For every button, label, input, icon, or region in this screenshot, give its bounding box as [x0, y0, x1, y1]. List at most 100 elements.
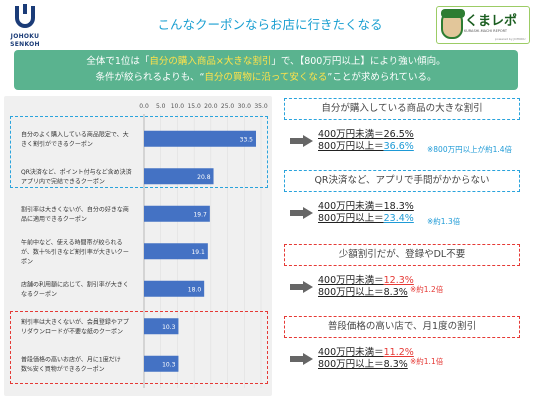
low-income-label: 400万円未満＝ [318, 347, 384, 358]
ratio-note: ※約1.3倍 [427, 217, 461, 226]
low-income-value: 12.3% [383, 275, 414, 286]
category-label: 品に適用できるクーポン [21, 215, 87, 223]
summary-line1-highlight: 自分の購入商品×大きな割引 [149, 56, 272, 67]
logo-mark-icon [15, 4, 35, 28]
low-income-line: 400万円未満＝18.3% [318, 201, 414, 213]
johoku-logo: JOHOKU SENKOH [8, 4, 42, 52]
bar-value-label: 19.7 [193, 211, 207, 218]
finding-heading-box: QR決済など、アプリで手間がかからない [284, 170, 520, 192]
high-income-label: 800万円以上＝ [318, 213, 384, 224]
summary-line1-a: 全体で1位は「 [86, 56, 150, 67]
right-arrow-icon [290, 353, 314, 365]
bar-value-label: 20.8 [197, 174, 211, 181]
low-income-value: 18.3% [383, 201, 414, 212]
x-tick-label: 15.0 [187, 103, 201, 110]
bar [144, 243, 208, 260]
summary-line2-b: ”ことが求められている。 [327, 72, 437, 83]
high-income-line: 800万円以上＝36.6% [318, 141, 414, 153]
low-income-label: 400万円未満＝ [318, 275, 384, 286]
bar [144, 168, 214, 185]
logo-text-line2: SENKOH [10, 41, 40, 48]
highlight-box-bottom [10, 311, 268, 384]
low-income-line: 400万円未満＝26.5% [318, 129, 414, 141]
low-income-value: 11.2% [383, 347, 414, 358]
bar-value-label: 33.5 [240, 136, 254, 143]
category-label: 割引率は大きくないが、自分の好きな商 [21, 206, 129, 214]
income-comparison: 400万円未満＝26.5% 800万円以上＝36.6% [318, 129, 414, 153]
high-income-value: 23.4% [383, 213, 414, 224]
high-income-value: 36.6% [383, 141, 414, 152]
bar-value-label: 19.1 [191, 249, 205, 256]
right-arrow-icon [290, 207, 314, 219]
bar [144, 205, 210, 222]
income-comparison: 400万円未満＝12.3% 800万円以上＝8.3% [318, 275, 414, 299]
bar [144, 280, 205, 297]
high-income-value: 8.3% [383, 287, 408, 298]
summary-line2-a: 条件が絞られるよりも、“ [95, 72, 205, 83]
bar [144, 318, 179, 335]
x-tick-label: 35.0 [254, 103, 268, 110]
finding-heading-box: 自分が購入している商品の大きな割引 [284, 98, 520, 120]
x-tick-label: 5.0 [156, 103, 166, 110]
ratio-note: ※約1.2倍 [410, 285, 444, 294]
ratio-note: ※800万円以上が約1.4倍 [427, 145, 513, 154]
x-tick-label: 10.0 [171, 103, 185, 110]
x-tick-label: 25.0 [221, 103, 235, 110]
low-income-label: 400万円未満＝ [318, 201, 384, 212]
category-label: 普段価格の高いお店が、月に1度だけ [21, 356, 121, 364]
category-label: 数%安く買物ができるクーポン [21, 365, 105, 373]
high-income-label: 800万円以上＝ [318, 141, 384, 152]
category-label: リダウンロードが不要な紙のクーポン [21, 328, 123, 336]
category-label: 店舗の利用額に応じて、割引率が大きく [21, 281, 129, 289]
summary-line-1: 全体で1位は「自分の購入商品×大きな割引」で、【800万円以上】により強い傾向。 [14, 54, 518, 70]
highlight-box-top [10, 116, 268, 188]
brand-name: くまレポ [465, 14, 518, 29]
category-label: 自分のよく購入している商品限定で、大 [21, 131, 129, 139]
summary-line-2: 条件が絞られるよりも、“自分の買物に沿って安くなる”ことが求められている。 [14, 70, 518, 86]
summary-line2-highlight: 自分の買物に沿って安くなる [204, 72, 328, 83]
page-title: こんなクーポンならお店に行きたくなる [157, 17, 383, 32]
category-label: が、数十％引きなど割引率が大きいクー [21, 248, 129, 256]
category-label: ポン [21, 257, 33, 265]
high-income-label: 800万円以上＝ [318, 359, 384, 370]
ratio-note: ※約1.1倍 [410, 357, 444, 366]
x-tick-label: 30.0 [238, 103, 252, 110]
low-income-line: 400万円未満＝11.2% [318, 347, 414, 359]
bar [144, 355, 179, 372]
summary-banner: 全体で1位は「自分の購入商品×大きな割引」で、【800万円以上】により強い傾向。… [14, 50, 518, 90]
high-income-value: 8.3% [383, 359, 408, 370]
high-income-line: 800万円以上＝8.3% [318, 287, 414, 299]
finding-heading-box: 普段価格の高い店で、月1度の割引 [284, 316, 520, 338]
logo-text-line1: JOHOKU [10, 33, 40, 40]
high-income-label: 800万円以上＝ [318, 287, 384, 298]
brand-subtitle: KURASHI-MACHI REPORT [464, 29, 507, 33]
finding-heading-box: 少額割引だが、登録やDL不要 [284, 244, 520, 266]
high-income-line: 800万円以上＝8.3% [318, 359, 414, 371]
bar-value-label: 18.0 [188, 286, 202, 293]
bar-value-label: 10.3 [162, 324, 176, 331]
category-label: きく割引ができるクーポン [21, 140, 93, 148]
bar-value-label: 10.3 [162, 361, 176, 368]
low-income-value: 26.5% [383, 129, 414, 140]
kumarepo-logo: くまレポ KURASHI-MACHI REPORT powered by JOH… [436, 6, 530, 44]
right-arrow-icon [290, 135, 314, 147]
category-label: QR決済など、ポイント付与など含め決済 [21, 168, 132, 176]
x-tick-label: 0.0 [139, 103, 149, 110]
category-label: アプリ内で完結できるクーポン [21, 178, 105, 186]
category-label: なるクーポン [21, 290, 57, 298]
low-income-label: 400万円未満＝ [318, 129, 384, 140]
brand-powered-by: powered by JOHOKU [495, 37, 526, 41]
low-income-line: 400万円未満＝12.3% [318, 275, 414, 287]
income-comparison: 400万円未満＝18.3% 800万円以上＝23.4% [318, 201, 414, 225]
right-arrow-icon [290, 281, 314, 293]
bear-detective-icon [441, 9, 465, 39]
bar [144, 130, 256, 147]
category-label: 割引率は大きくないが、会員登録やアプ [21, 318, 129, 326]
category-label: 午前中など、使える時間帯が絞られる [21, 238, 123, 246]
high-income-line: 800万円以上＝23.4% [318, 213, 414, 225]
income-comparison: 400万円未満＝11.2% 800万円以上＝8.3% [318, 347, 414, 371]
x-tick-label: 20.0 [204, 103, 218, 110]
summary-line1-b: 」で、【800万円以上】により強い傾向。 [271, 56, 446, 67]
